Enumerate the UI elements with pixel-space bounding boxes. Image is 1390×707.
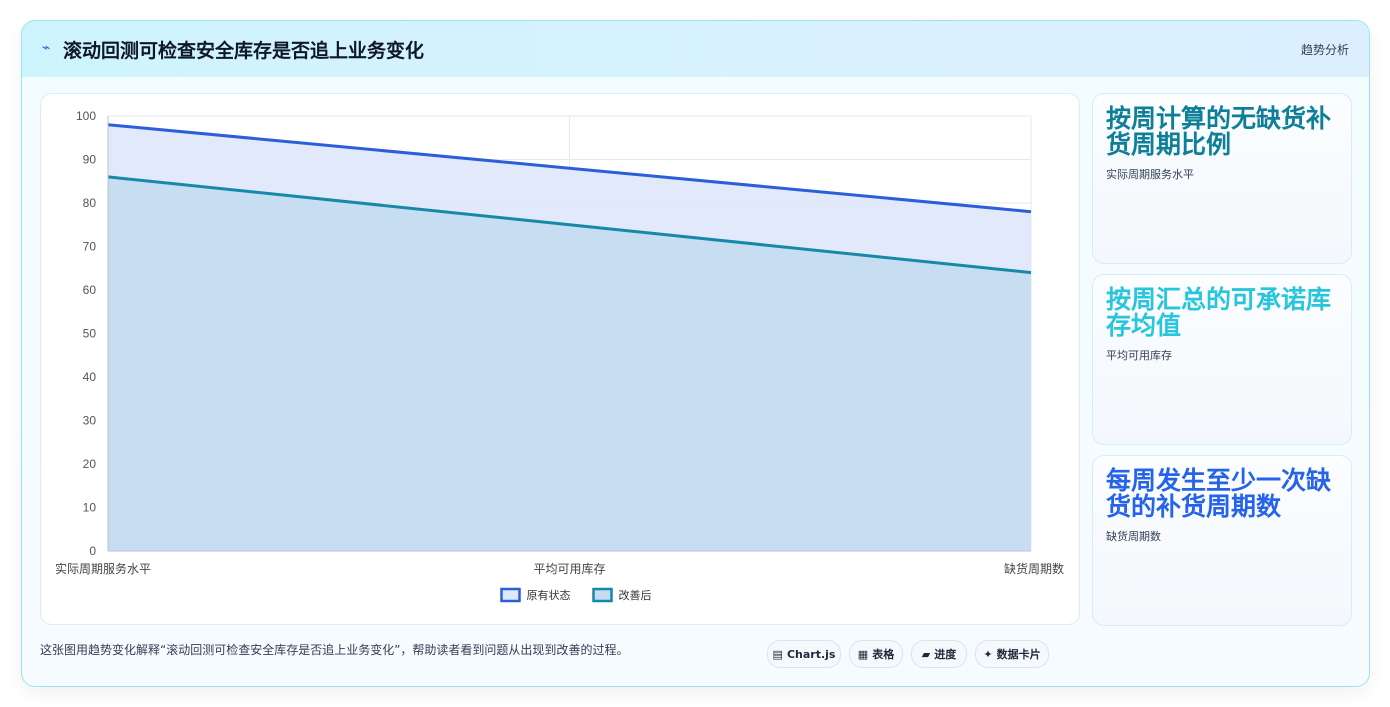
progress-icon: ▰ bbox=[921, 647, 931, 661]
trend-line-icon: ⌁ bbox=[42, 40, 51, 56]
metric-card-available-inventory: 按周汇总的可承诺库存均值 平均可用库存 bbox=[1092, 274, 1352, 445]
legend-label: 原有状态 bbox=[527, 588, 571, 602]
y-tick-label: 30 bbox=[83, 414, 97, 428]
table-icon: ▦ bbox=[857, 647, 869, 661]
y-tick-label: 50 bbox=[83, 327, 97, 341]
chip-label: 表格 bbox=[872, 648, 895, 661]
chart-icon: ▤ bbox=[772, 647, 783, 661]
chip-progress[interactable]: ▰ 进度 bbox=[911, 640, 967, 668]
legend-swatch bbox=[592, 587, 613, 603]
chip-label: Chart.js bbox=[786, 647, 836, 661]
x-tick-label: 实际周期服务水平 bbox=[55, 561, 151, 576]
x-tick-label: 平均可用库存 bbox=[533, 561, 605, 576]
chip-table[interactable]: ▦ 表格 bbox=[849, 640, 903, 668]
chart-panel: 0 10 20 30 40 50 60 70 80 90 100 实际周期服务水平 平均可用库存 缺货周期… bbox=[40, 93, 1080, 625]
report-card: ⌁ 滚动回测可检查安全库存是否追上业务变化 趋势分析 0 10 20 30 40 50 60… bbox=[21, 20, 1370, 687]
metric-card-stockout-cycles: 每周发生至少一次缺货的补货周期数 缺货周期数 bbox=[1092, 455, 1352, 626]
chart-description: 这张图用趋势变化解释“滚动回测可检查安全库存是否追上业务变化”，帮助读者看到问题… bbox=[40, 643, 629, 657]
y-tick-label: 0 bbox=[89, 544, 96, 558]
y-tick-label: 40 bbox=[83, 370, 97, 384]
card-title: 滚动回测可检查安全库存是否追上业务变化 bbox=[63, 40, 425, 62]
chip-label: 数据卡片 bbox=[996, 648, 1041, 661]
metric-card-subtitle: 平均可用库存 bbox=[1106, 349, 1172, 362]
y-tick-label: 10 bbox=[83, 501, 97, 515]
y-tick-label: 60 bbox=[83, 283, 97, 297]
series-area bbox=[108, 176, 1031, 551]
metric-card-title: 每周发生至少一次缺货的补货周期数 bbox=[1106, 466, 1332, 521]
header-tag: 趋势分析 bbox=[1300, 43, 1349, 57]
y-tick-label: 90 bbox=[83, 153, 97, 167]
card-header: ⌁ 滚动回测可检查安全库存是否追上业务变化 趋势分析 bbox=[22, 21, 1369, 77]
metric-card-subtitle: 缺货周期数 bbox=[1106, 530, 1161, 543]
metric-card-subtitle: 实际周期服务水平 bbox=[1106, 168, 1194, 181]
y-tick-label: 70 bbox=[83, 240, 97, 254]
sparkle-icon: ✦ bbox=[983, 647, 993, 661]
x-tick-label: 缺货周期数 bbox=[1004, 561, 1064, 576]
chip-data-card[interactable]: ✦ 数据卡片 bbox=[975, 640, 1049, 668]
metric-card-title: 按周汇总的可承诺库存均值 bbox=[1106, 285, 1332, 340]
series-line bbox=[107, 175, 1032, 275]
metric-card-service-level: 按周计算的无缺货补货周期比例 实际周期服务水平 bbox=[1092, 93, 1352, 264]
chip-label: 进度 bbox=[934, 648, 957, 661]
legend-swatch bbox=[500, 587, 521, 603]
legend-label: 改善后 bbox=[619, 588, 652, 602]
area-chart: 0 10 20 30 40 50 60 70 80 90 100 实际周期服务水平 平均可用库存 缺货周期… bbox=[55, 109, 1064, 603]
chip-chartjs[interactable]: ▤ Chart.js bbox=[767, 640, 841, 668]
metric-card-title: 按周计算的无缺货补货周期比例 bbox=[1106, 104, 1332, 159]
y-tick-label: 80 bbox=[83, 196, 97, 210]
y-tick-label: 20 bbox=[83, 457, 97, 471]
series-line bbox=[107, 123, 1032, 214]
y-tick-label: 100 bbox=[76, 109, 96, 123]
